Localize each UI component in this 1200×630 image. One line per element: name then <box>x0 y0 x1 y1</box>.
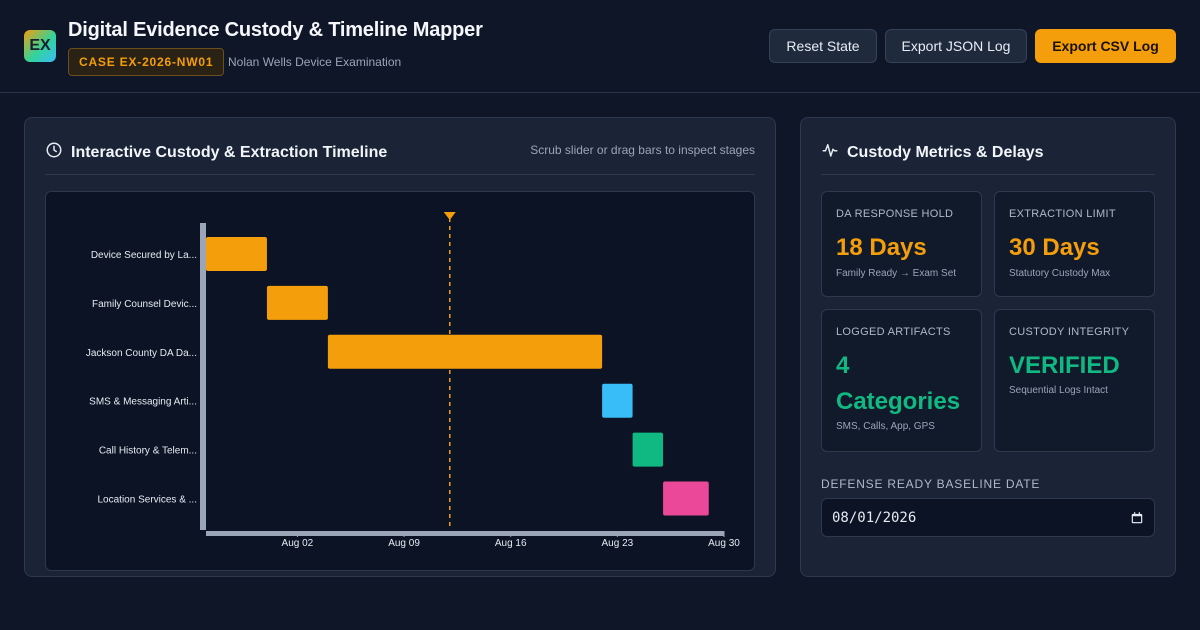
metric-value: 18 Days <box>836 234 927 261</box>
y-axis-line <box>200 223 206 530</box>
metric-card-logged-artifacts: Logged Artifacts 4 Categories SMS, Calls… <box>821 309 982 452</box>
divider <box>821 174 1155 175</box>
timeline-chart[interactable]: Aug 02 Aug 09 Aug 16 Aug 23 Aug 30 Device Sec… <box>45 191 755 571</box>
metric-value: VERIFIED <box>1009 352 1120 379</box>
task-label: Family Counsel Devic... <box>92 299 197 310</box>
x-tick-label: Aug 23 <box>602 538 634 549</box>
metric-value: 30 Days <box>1009 234 1100 261</box>
metric-label: Extraction Limit <box>1009 208 1116 220</box>
metric-note: Sequential Logs Intact <box>1009 385 1108 396</box>
x-axis-line <box>206 531 724 536</box>
task-bar[interactable] <box>632 432 664 467</box>
x-tick-label: Aug 16 <box>495 538 527 549</box>
metrics-panel: Custody Metrics & Delays DA Response Hol… <box>800 117 1176 577</box>
metric-value: 4 Categories <box>836 352 961 415</box>
baseline-date-label: Defense Ready Baseline Date <box>821 477 1041 491</box>
calendar-icon[interactable] <box>1130 511 1144 529</box>
task-label: Device Secured by La... <box>91 250 197 261</box>
activity-icon <box>821 141 839 164</box>
metric-label: Logged Artifacts <box>836 326 951 338</box>
metric-note: SMS, Calls, App, GPS <box>836 421 935 432</box>
timeline-hint: Scrub slider or drag bars to inspect sta… <box>530 143 755 157</box>
baseline-date-input[interactable]: 08/01/2026 <box>821 498 1155 537</box>
baseline-date-value: 08/01/2026 <box>832 509 917 526</box>
metric-label: DA Response Hold <box>836 208 954 220</box>
metrics-panel-title: Custody Metrics & Delays <box>821 141 1044 164</box>
export-json-button[interactable]: Export JSON Log <box>885 29 1027 63</box>
metric-note: Family Ready → Exam Set <box>836 268 957 279</box>
metric-card-extraction-limit: Extraction Limit 30 Days Statutory Custo… <box>994 191 1155 297</box>
task-bar[interactable] <box>327 334 603 369</box>
task-bar[interactable] <box>663 481 709 516</box>
timeline-panel: Interactive Custody & Extraction Timelin… <box>24 117 776 577</box>
x-tick-label: Aug 02 <box>282 538 314 549</box>
case-badge: CASE EX-2026-NW01 <box>68 48 225 76</box>
case-subtitle: Nolan Wells Device Examination <box>228 55 402 69</box>
top-bar: EX Digital Evidence Custody & Timeline M… <box>0 0 1200 93</box>
timeline-title-text: Interactive Custody & Extraction Timelin… <box>71 143 388 161</box>
clock-icon <box>45 141 63 164</box>
app-title: Digital Evidence Custody & Timeline Mapp… <box>68 19 483 41</box>
task-bar[interactable] <box>266 285 328 320</box>
task-label: Location Services & ... <box>98 495 198 506</box>
x-tick-label: Aug 09 <box>388 538 420 549</box>
scrub-handle-icon[interactable] <box>443 212 456 220</box>
divider <box>45 174 755 175</box>
timeline-panel-title: Interactive Custody & Extraction Timelin… <box>45 141 387 164</box>
gantt-svg[interactable]: Aug 02 Aug 09 Aug 16 Aug 23 Aug 30 Device Sec… <box>46 192 755 571</box>
metrics-title-text: Custody Metrics & Delays <box>847 143 1044 161</box>
metric-card-custody-integrity: Custody Integrity VERIFIED Sequential Lo… <box>994 309 1155 452</box>
metric-label: Custody Integrity <box>1009 326 1130 338</box>
reset-state-button[interactable]: Reset State <box>769 29 877 63</box>
task-label: SMS & Messaging Arti... <box>89 397 197 408</box>
app-logo: EX <box>24 30 56 62</box>
task-label: Call History & Telem... <box>99 446 197 457</box>
metric-note: Statutory Custody Max <box>1009 268 1111 279</box>
task-bar[interactable] <box>206 237 267 271</box>
export-csv-button[interactable]: Export CSV Log <box>1035 29 1176 63</box>
x-tick-label: Aug 30 <box>708 538 740 549</box>
task-label: Jackson County DA Da... <box>86 348 197 359</box>
task-bar[interactable] <box>602 383 633 418</box>
metric-card-da-hold: DA Response Hold 18 Days Family Ready → … <box>821 191 982 297</box>
